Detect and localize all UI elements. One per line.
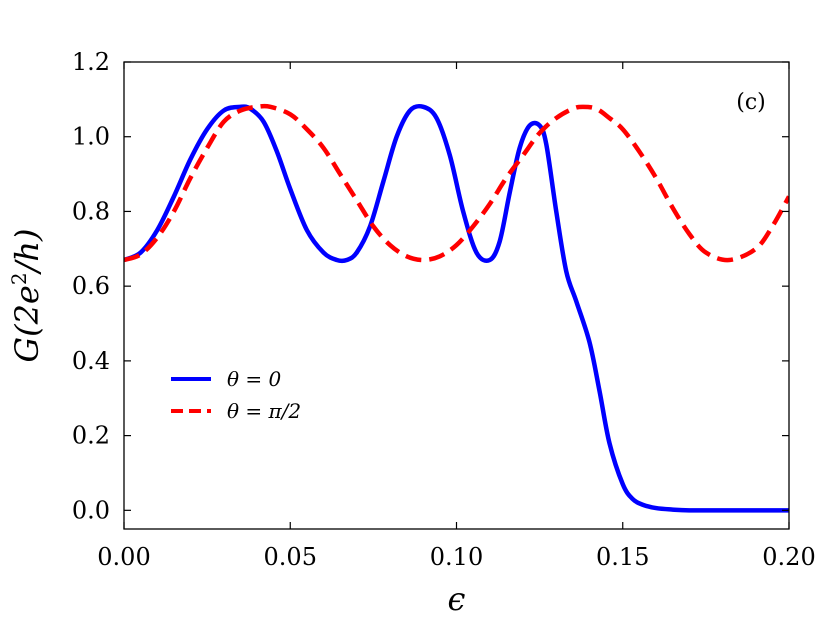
- legend: θ = 0 θ = π/2: [171, 367, 301, 423]
- panel-label: (c): [736, 90, 766, 115]
- y-axis-title-base: G(2e: [8, 285, 46, 362]
- plot-frame: [123, 61, 790, 530]
- series-line-theta-pi-half: [124, 103, 789, 263]
- y-tick-label: 0.4: [72, 347, 110, 375]
- x-tick-label: 0.20: [762, 543, 815, 571]
- y-tick-label: 0.8: [72, 197, 110, 225]
- y-tick-label: 0.6: [72, 272, 110, 300]
- y-axis-title-rest: /h): [8, 229, 46, 276]
- axis-ticks: 0.00 0.05 0.10 0.15 0.20 0.0 0.2 0.4 0.6 0.8 1.0 1.…: [72, 48, 816, 571]
- x-tick-label: 0.05: [264, 543, 317, 571]
- y-tick-label: 1.0: [72, 123, 110, 151]
- plot-layer: [124, 103, 789, 513]
- legend-label: θ = π/2: [227, 399, 301, 423]
- legend-label: θ = 0: [227, 367, 282, 391]
- series-line-theta-zero: [124, 103, 789, 513]
- x-tick-label: 0.15: [596, 543, 649, 571]
- y-tick-label: 0.2: [72, 422, 110, 450]
- y-axis-title-sup: 2: [7, 272, 31, 285]
- y-tick-label: 1.2: [72, 48, 110, 76]
- x-axis-title: ϵ: [448, 580, 466, 618]
- y-tick-label: 0.0: [72, 496, 110, 524]
- x-tick-label: 0.10: [430, 543, 483, 571]
- y-axis-title: G(2e2/h): [7, 229, 46, 363]
- x-tick-label: 0.00: [97, 543, 150, 571]
